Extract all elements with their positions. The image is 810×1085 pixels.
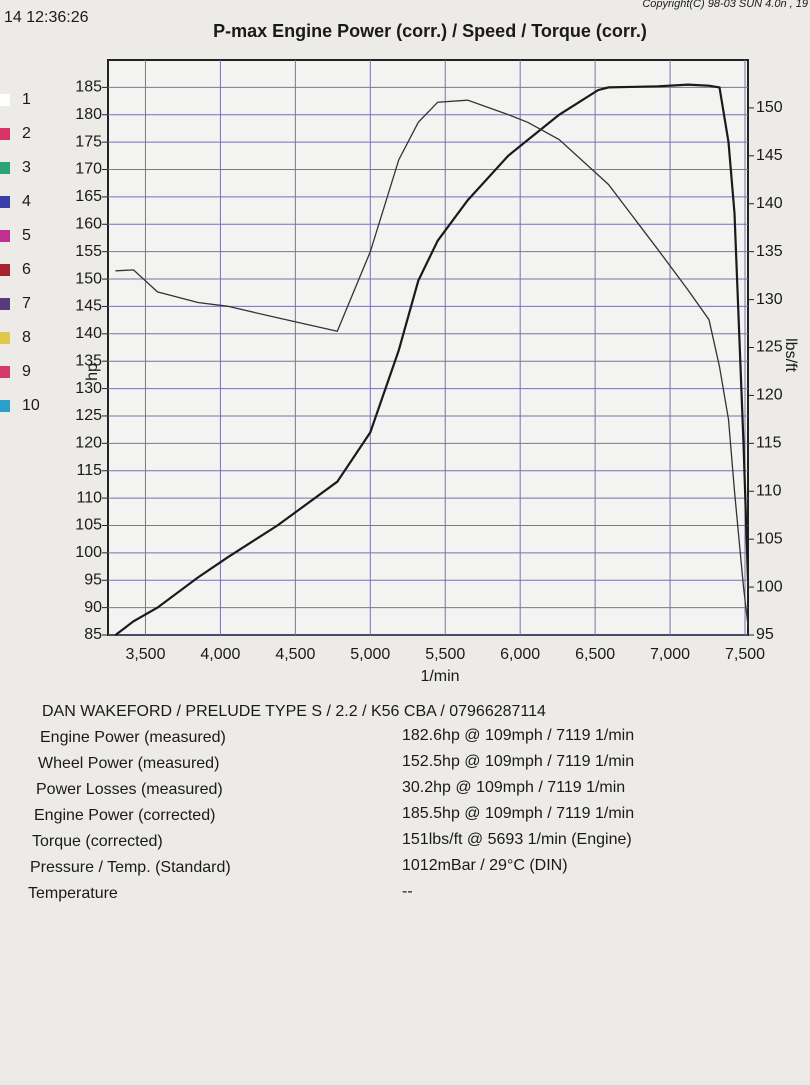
x-tick-label: 6,000 (500, 646, 540, 663)
report-value: 30.2hp @ 109mph / 7119 1/min (402, 779, 625, 796)
plot-area (107, 59, 749, 636)
legend-label: 2 (22, 125, 31, 142)
copyright: Copyright(C) 98-03 SUN 4.0n , 19 (642, 0, 808, 10)
legend-swatch (0, 400, 10, 412)
legend-swatch (0, 94, 10, 106)
legend-swatch (0, 196, 10, 208)
legend-swatch (0, 264, 10, 276)
y-tick-label: 130 (75, 380, 102, 397)
y2-tick-label: 130 (756, 291, 783, 308)
report-value: 1012mBar / 29°C (DIN) (402, 857, 568, 874)
x-tick-label: 7,500 (725, 646, 765, 663)
x-tick-label: 4,000 (200, 646, 240, 663)
y2-tick-label: 145 (756, 147, 783, 164)
timestamp: 14 12:36:26 (4, 9, 89, 26)
y-tick-label: 175 (75, 133, 102, 150)
report-label: Pressure / Temp. (Standard) (30, 859, 231, 876)
y-tick-label: 125 (75, 407, 102, 424)
y2-tick-label: 125 (756, 339, 783, 356)
y-tick-label: 140 (75, 325, 102, 342)
x-tick-label: 4,500 (275, 646, 315, 663)
report-value: 151lbs/ft @ 5693 1/min (Engine) (402, 831, 632, 848)
y-tick-label: 115 (76, 462, 102, 479)
y2-tick-label: 120 (756, 387, 783, 404)
y-tick-label: 185 (75, 79, 102, 96)
legend-label: 8 (22, 329, 31, 346)
y-tick-label: 150 (75, 270, 102, 287)
y-axis-label: hp (84, 363, 101, 381)
x-tick-label: 3,500 (125, 646, 165, 663)
y2-tick-label: 150 (756, 99, 783, 116)
report-heading: DAN WAKEFORD / PRELUDE TYPE S / 2.2 / K5… (42, 703, 546, 720)
y-tick-label: 110 (76, 489, 102, 506)
legend-swatch (0, 230, 10, 242)
y2-axis-label: lbs/ft (782, 338, 799, 372)
y2-tick-label: 105 (756, 530, 783, 547)
x-tick-label: 7,000 (650, 646, 690, 663)
legend-label: 3 (22, 159, 31, 176)
y-tick-label: 170 (75, 161, 102, 178)
series-line (114, 83, 750, 636)
y-tick-label: 145 (75, 298, 102, 315)
series-line (115, 99, 749, 626)
report-label: Torque (corrected) (32, 833, 163, 850)
x-tick-label: 6,500 (575, 646, 615, 663)
y2-tick-label: 135 (756, 243, 783, 260)
chart-title: P-max Engine Power (corr.) / Speed / Tor… (213, 21, 647, 41)
y-tick-label: 100 (75, 544, 102, 561)
report-value: 152.5hp @ 109mph / 7119 1/min (402, 753, 634, 770)
y-tick-label: 95 (84, 571, 102, 588)
report-value: 182.6hp @ 109mph / 7119 1/min (402, 727, 634, 744)
legend-label: 1 (22, 91, 31, 108)
y2-tick-label: 110 (756, 482, 782, 499)
y-tick-label: 85 (84, 626, 102, 643)
legend-label: 10 (22, 397, 40, 414)
y2-tick-label: 140 (756, 195, 783, 212)
legend-label: 6 (22, 261, 31, 278)
legend-label: 4 (22, 193, 31, 210)
y-tick-label: 105 (75, 517, 102, 534)
legend-swatch (0, 332, 10, 344)
y-tick-label: 180 (75, 106, 102, 123)
report-label: Temperature (28, 885, 118, 902)
y-tick-label: 90 (84, 599, 102, 616)
report-label: Engine Power (measured) (40, 729, 226, 746)
report-label: Power Losses (measured) (36, 781, 223, 798)
y-tick-label: 160 (75, 216, 102, 233)
report-value: 185.5hp @ 109mph / 7119 1/min (402, 805, 634, 822)
y2-tick-label: 95 (756, 626, 774, 643)
legend-label: 5 (22, 227, 31, 244)
y-tick-label: 155 (75, 243, 102, 260)
x-tick-label: 5,000 (350, 646, 390, 663)
y-tick-label: 165 (75, 188, 102, 205)
legend-swatch (0, 128, 10, 140)
y-tick-label: 120 (75, 435, 102, 452)
x-axis-label: 1/min (420, 668, 459, 685)
legend-label: 7 (22, 295, 31, 312)
legend-swatch (0, 162, 10, 174)
y-tick-label: 135 (75, 352, 102, 369)
y2-tick-label: 100 (756, 578, 783, 595)
legend-label: 9 (22, 363, 31, 380)
report-value: -- (402, 883, 413, 900)
report-label: Wheel Power (measured) (38, 755, 219, 772)
report-label: Engine Power (corrected) (34, 807, 215, 824)
x-tick-label: 5,500 (425, 646, 465, 663)
legend-swatch (0, 366, 10, 378)
legend-swatch (0, 298, 10, 310)
y2-tick-label: 115 (756, 435, 782, 452)
